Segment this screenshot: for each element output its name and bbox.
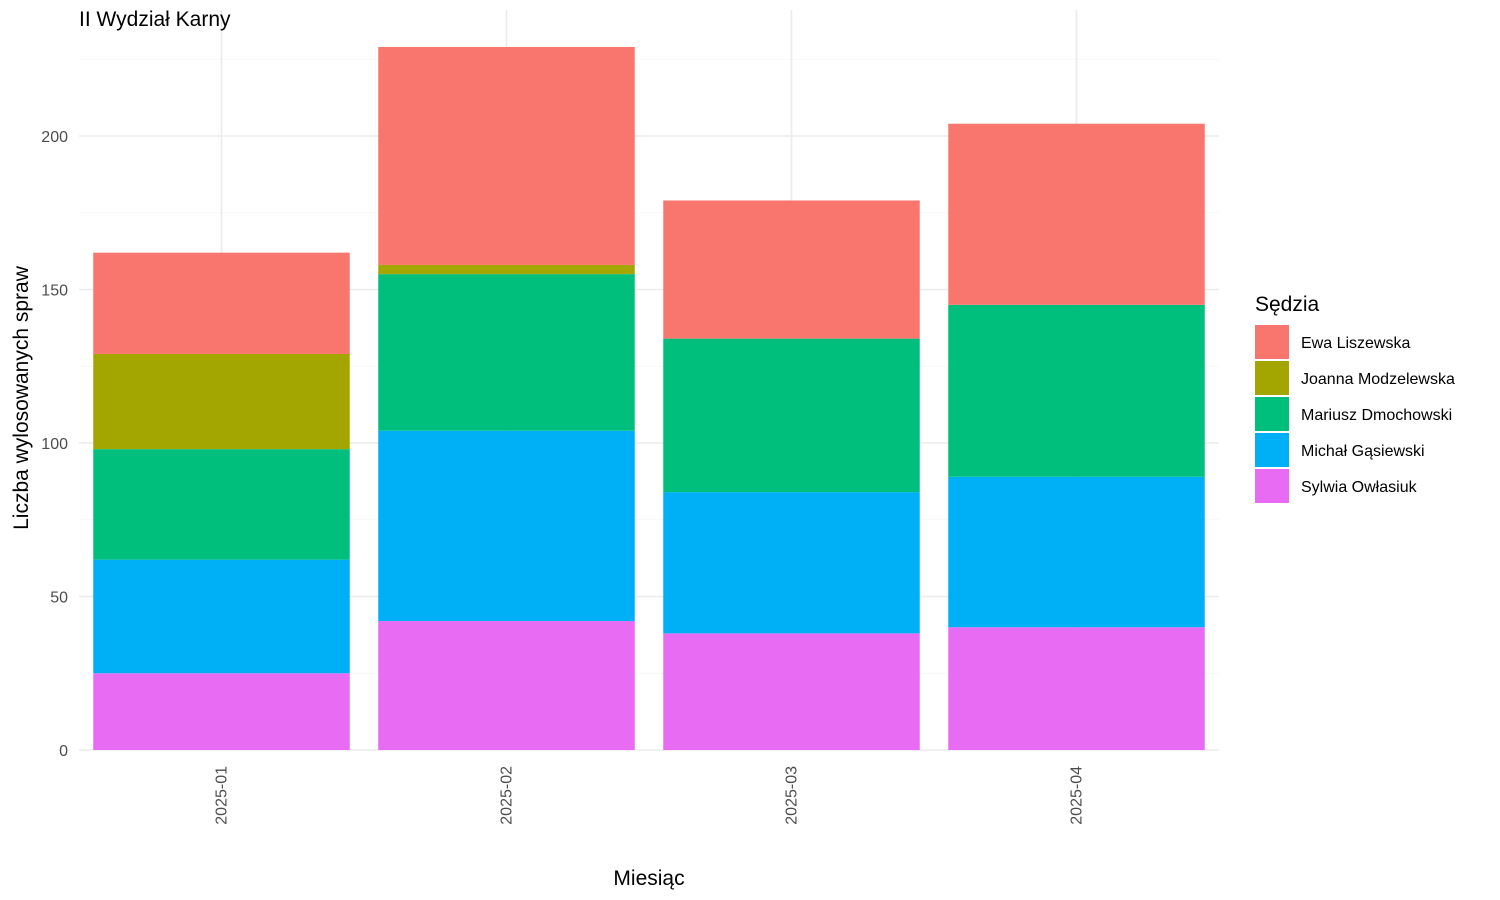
bar-segment <box>378 46 635 265</box>
y-tick-label: 100 <box>41 436 68 453</box>
bar-segment <box>93 353 350 450</box>
bar-segment <box>948 476 1205 628</box>
y-tick-label: 0 <box>59 743 68 760</box>
x-tick-label: 2025-01 <box>214 766 231 825</box>
bars <box>93 46 1205 750</box>
x-tick-label: 2025-02 <box>499 766 516 825</box>
legend-label: Mariusz Dmochowski <box>1301 407 1452 424</box>
x-axis-title: Miesiąc <box>613 867 684 890</box>
x-axis-ticks: 2025-01 2025-02 2025-03 2025-04 <box>214 766 1086 825</box>
legend: Sędzia Ewa Liszewska Joanna Modzelewska Ma… <box>1255 293 1455 503</box>
bar-segment <box>948 123 1205 305</box>
bar-segment <box>93 559 350 674</box>
legend-label: Joanna Modzelewska <box>1301 371 1455 388</box>
bar-segment <box>378 264 635 275</box>
y-axis-ticks: 0 50 100 150 200 <box>41 129 68 760</box>
bar-segment <box>93 673 350 750</box>
legend-label: Sylwia Owłasiuk <box>1301 479 1418 496</box>
bar-segment <box>378 274 635 431</box>
y-axis-title: Liczba wylosowanych spraw <box>10 265 33 530</box>
legend-swatch <box>1255 397 1289 431</box>
bar-segment <box>663 492 920 634</box>
bar-segment <box>378 430 635 622</box>
bar-segment <box>378 621 635 750</box>
bar-segment <box>93 252 350 354</box>
bar-segment <box>663 338 920 493</box>
bar-segment <box>663 633 920 750</box>
y-tick-label: 150 <box>41 283 68 300</box>
chart-title: II Wydział Karny <box>79 8 231 31</box>
legend-swatch <box>1255 361 1289 395</box>
y-tick-label: 200 <box>41 129 68 146</box>
legend-swatch <box>1255 433 1289 467</box>
legend-title: Sędzia <box>1255 293 1320 316</box>
legend-label: Ewa Liszewska <box>1301 335 1410 352</box>
y-tick-label: 50 <box>50 590 68 607</box>
bar-segment <box>948 304 1205 477</box>
bar-segment <box>663 200 920 339</box>
legend-label: Michał Gąsiewski <box>1301 443 1425 460</box>
x-tick-label: 2025-03 <box>784 766 801 825</box>
x-tick-label: 2025-04 <box>1069 766 1086 825</box>
legend-swatch <box>1255 469 1289 503</box>
bar-segment <box>93 449 350 560</box>
bar-segment <box>948 627 1205 750</box>
legend-swatch <box>1255 325 1289 359</box>
